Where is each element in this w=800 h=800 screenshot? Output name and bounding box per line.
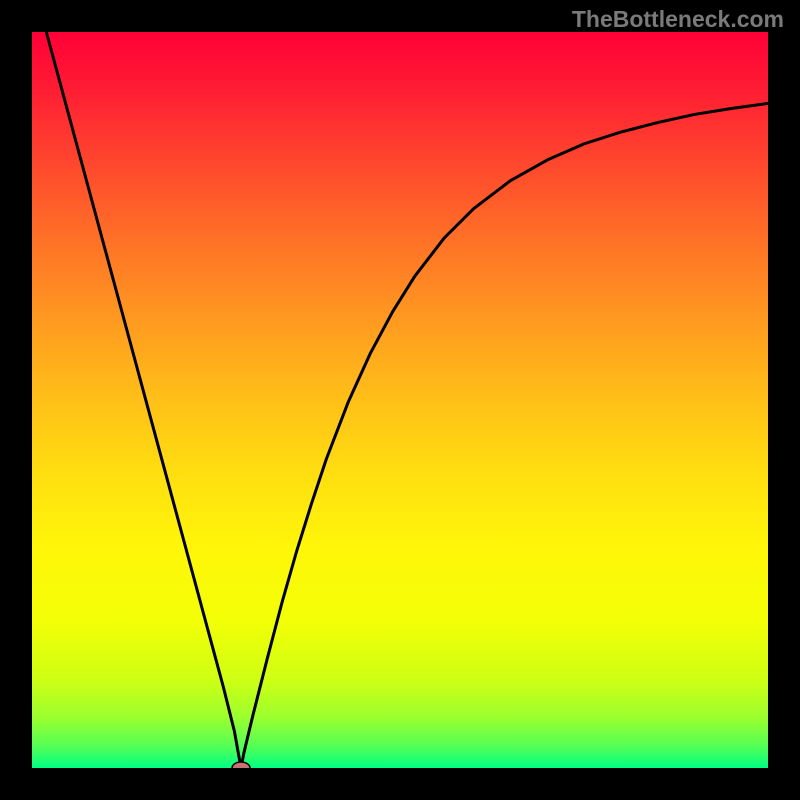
- watermark: TheBottleneck.com: [572, 6, 784, 33]
- curve-layer: [32, 32, 768, 768]
- minimum-marker: [232, 762, 250, 768]
- bottleneck-curve: [32, 32, 768, 768]
- plot-area: [32, 32, 768, 768]
